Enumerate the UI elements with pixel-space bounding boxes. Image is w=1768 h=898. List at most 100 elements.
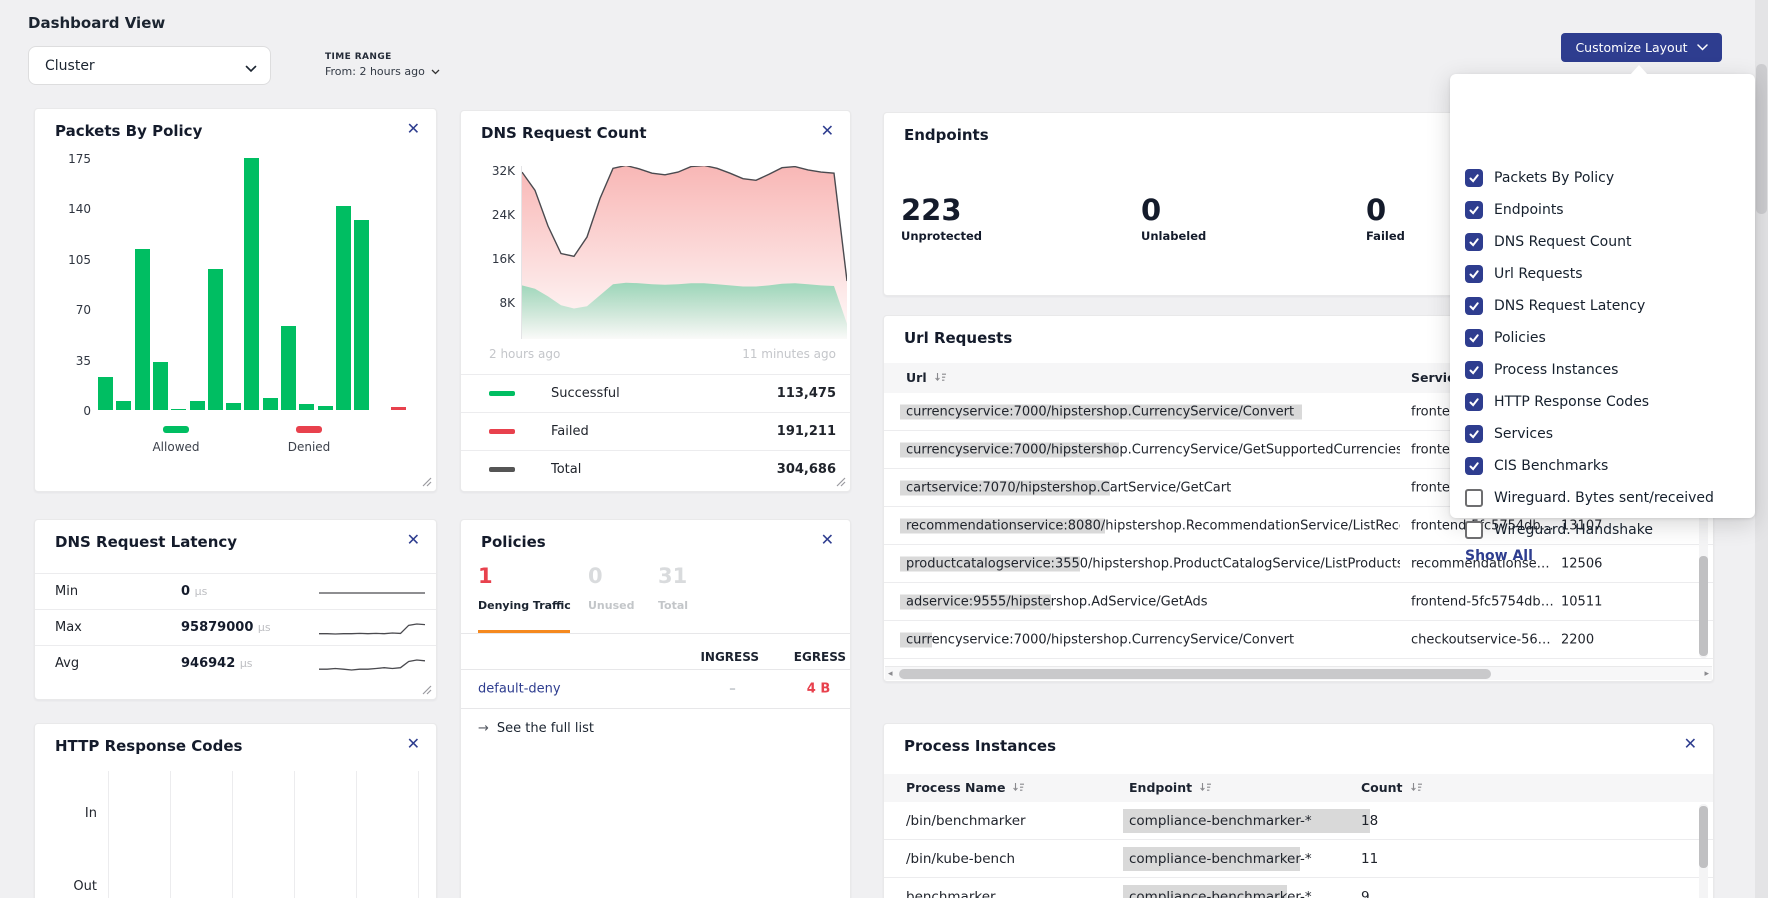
latency-label: Max (55, 620, 82, 635)
url-highlight: recommendationservice:8080/ (900, 518, 1105, 533)
panel-title: DNS Request Count (481, 124, 647, 142)
endpoint-highlight: compliance-benchmarker-* (1123, 809, 1370, 833)
bar-denied (391, 407, 406, 410)
see-full-list-link[interactable]: →See the full list (478, 721, 594, 736)
process-name-cell: benchmarker (906, 889, 996, 898)
count-cell: 12506 (1561, 556, 1602, 571)
checkbox-unchecked-icon[interactable] (1465, 489, 1483, 507)
scrollbar-thumb[interactable] (899, 669, 1491, 679)
checkbox-checked-icon[interactable] (1465, 425, 1483, 443)
bar-allowed (153, 362, 168, 410)
bar-allowed (116, 401, 131, 410)
legend-swatch (489, 391, 515, 396)
url-cell: recommendationservice:8080/hipstershop.R… (900, 518, 1400, 533)
menu-item-wireguard-handshake[interactable]: Wireguard. Handshake (1465, 514, 1745, 546)
ingress-value: – (706, 682, 759, 697)
stat-unprotected: 223Unprotected (901, 195, 982, 243)
y-axis-tick: 8K (481, 296, 515, 310)
endpoint-column-header[interactable]: Endpoint (1129, 780, 1212, 795)
checkbox-checked-icon[interactable] (1465, 233, 1483, 251)
url-cell: cartservice:7070/hipstershop.CartService… (900, 480, 1231, 495)
policy-stat-unused[interactable]: 0Unused (588, 565, 656, 612)
close-icon[interactable]: ✕ (407, 121, 420, 137)
endpoint-cell: compliance-benchmarker-* (1123, 813, 1370, 829)
endpoint-cell: compliance-benchmarker-* (1123, 851, 1312, 867)
legend-swatch (489, 467, 515, 472)
menu-item-process-instances[interactable]: Process Instances (1465, 354, 1745, 386)
checkbox-unchecked-icon[interactable] (1465, 521, 1483, 539)
checkbox-checked-icon[interactable] (1465, 329, 1483, 347)
process-name-column-header[interactable]: Process Name (906, 780, 1025, 795)
menu-item-label: DNS Request Latency (1494, 298, 1645, 314)
url-highlight: cartservice:7070/hipstershop.C (900, 480, 1110, 495)
count-cell: 10511 (1561, 594, 1602, 609)
menu-item-packets-by-policy[interactable]: Packets By Policy (1465, 162, 1745, 194)
count-column-header[interactable]: Count (1361, 780, 1423, 795)
menu-item-label: Process Instances (1494, 362, 1618, 378)
checkbox-checked-icon[interactable] (1465, 361, 1483, 379)
endpoint-cell: compliance-benchmarker-* (1123, 889, 1312, 898)
gridline (170, 771, 171, 898)
checkbox-checked-icon[interactable] (1465, 201, 1483, 219)
close-icon[interactable]: ✕ (821, 532, 834, 548)
policy-stat-total[interactable]: 31Total (658, 565, 726, 612)
bar-allowed (263, 398, 278, 410)
time-range-from[interactable]: From: 2 hours ago (325, 65, 440, 78)
bar-allowed (98, 377, 113, 410)
stat-label: Unprotected (901, 229, 982, 243)
vertical-scrollbar[interactable] (1699, 804, 1708, 898)
scrollbar-thumb[interactable] (1699, 806, 1708, 868)
close-icon[interactable]: ✕ (1684, 736, 1697, 752)
customize-layout-button[interactable]: Customize Layout (1561, 33, 1722, 62)
checkbox-checked-icon[interactable] (1465, 169, 1483, 187)
menu-item-endpoints[interactable]: Endpoints (1465, 194, 1745, 226)
scrollbar-thumb[interactable] (1756, 64, 1767, 214)
scrollbar-thumb[interactable] (1699, 556, 1708, 656)
url-column-header[interactable]: Url (906, 370, 947, 385)
table-row: productcatalogservice:3550/hipstershop.P… (884, 545, 1713, 583)
panel-title: Url Requests (904, 329, 1012, 347)
resize-handle-icon[interactable] (422, 477, 432, 487)
page-title: Dashboard View (28, 14, 165, 32)
show-all-link[interactable]: Show All (1465, 548, 1533, 564)
resize-handle-icon[interactable] (836, 477, 846, 487)
x-axis-label-right: 11 minutes ago (742, 347, 836, 361)
policy-name-link[interactable]: default-deny (478, 682, 561, 697)
menu-item-services[interactable]: Services (1465, 418, 1745, 450)
checkbox-checked-icon[interactable] (1465, 297, 1483, 315)
url-cell: currencyservice:7000/hipstershop.Currenc… (900, 404, 1302, 419)
resize-handle-icon[interactable] (422, 685, 432, 695)
page-scrollbar[interactable] (1755, 0, 1768, 898)
menu-item-dns-request-latency[interactable]: DNS Request Latency (1465, 290, 1745, 322)
checkbox-checked-icon[interactable] (1465, 265, 1483, 283)
menu-item-policies[interactable]: Policies (1465, 322, 1745, 354)
close-icon[interactable]: ✕ (407, 736, 420, 752)
menu-item-wireguard-bytes-sent-received[interactable]: Wireguard. Bytes sent/received (1465, 482, 1745, 514)
menu-item-cis-benchmarks[interactable]: CIS Benchmarks (1465, 450, 1745, 482)
policy-row: default-deny – 4 B (461, 670, 850, 708)
sort-icon (1410, 782, 1423, 793)
close-icon[interactable]: ✕ (407, 532, 420, 548)
url-highlight: currencyservice:7000/hipstershop.Currenc… (900, 404, 1302, 419)
view-select[interactable]: Cluster (28, 46, 271, 85)
bar-allowed (171, 409, 186, 411)
menu-item-label: Endpoints (1494, 202, 1564, 218)
close-icon[interactable]: ✕ (821, 123, 834, 139)
gridline (418, 771, 419, 898)
menu-item-url-requests[interactable]: Url Requests (1465, 258, 1745, 290)
scroll-right-arrow-icon[interactable]: ▸ (1704, 669, 1709, 679)
policy-stat-denying-traffic[interactable]: 1Denying Traffic (478, 565, 546, 612)
menu-item-dns-request-count[interactable]: DNS Request Count (1465, 226, 1745, 258)
url-highlight: adservice:9555/hipste (900, 594, 1051, 609)
chevron-down-icon (245, 61, 254, 70)
egress-value: 4 B (791, 682, 846, 697)
scroll-left-arrow-icon[interactable]: ◂ (888, 669, 893, 679)
legend-item-allowed: Allowed (138, 426, 214, 454)
panel-title: Packets By Policy (55, 122, 202, 140)
sort-icon (1199, 782, 1212, 793)
checkbox-checked-icon[interactable] (1465, 393, 1483, 411)
horizontal-scrollbar[interactable]: ◂ ▸ (885, 666, 1712, 680)
menu-item-http-response-codes[interactable]: HTTP Response Codes (1465, 386, 1745, 418)
sort-icon (1012, 782, 1025, 793)
checkbox-checked-icon[interactable] (1465, 457, 1483, 475)
